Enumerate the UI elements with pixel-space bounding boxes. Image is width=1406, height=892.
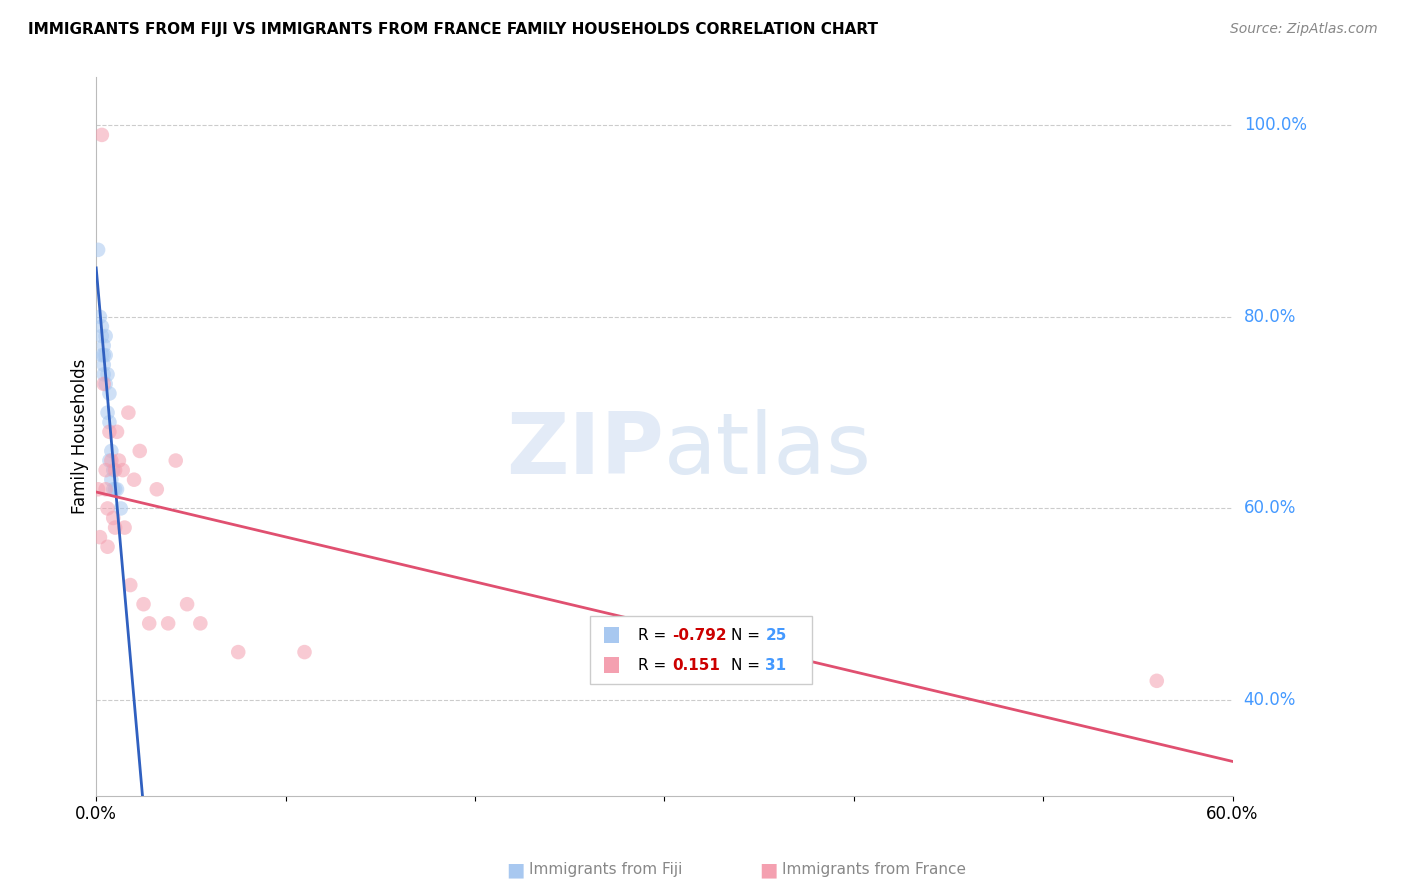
Point bbox=[294, 645, 316, 659]
Point bbox=[100, 444, 122, 458]
Text: Immigrants from France: Immigrants from France bbox=[782, 863, 966, 877]
Point bbox=[93, 358, 115, 372]
Point bbox=[103, 483, 125, 497]
Point bbox=[93, 348, 115, 362]
Text: N =: N = bbox=[731, 628, 765, 643]
Point bbox=[90, 128, 112, 142]
Point bbox=[96, 406, 118, 420]
Point bbox=[103, 511, 125, 525]
Point bbox=[104, 463, 127, 477]
Point bbox=[90, 329, 112, 343]
Point bbox=[98, 453, 121, 467]
Point bbox=[103, 463, 125, 477]
Point bbox=[94, 463, 117, 477]
Point bbox=[122, 473, 145, 487]
Point bbox=[98, 425, 121, 439]
Text: 100.0%: 100.0% bbox=[1244, 116, 1306, 135]
Y-axis label: Family Households: Family Households bbox=[72, 359, 89, 515]
Point bbox=[104, 483, 127, 497]
Point bbox=[100, 453, 122, 467]
Point bbox=[94, 376, 117, 391]
Point bbox=[117, 406, 139, 420]
Point bbox=[111, 463, 134, 477]
Text: ■: ■ bbox=[506, 860, 524, 880]
Point bbox=[104, 520, 127, 534]
Point bbox=[176, 597, 198, 611]
Point bbox=[98, 415, 121, 429]
Text: atlas: atlas bbox=[665, 409, 872, 492]
Text: 60.0%: 60.0% bbox=[1244, 500, 1296, 517]
Point bbox=[165, 453, 187, 467]
Point bbox=[128, 444, 150, 458]
Text: IMMIGRANTS FROM FIJI VS IMMIGRANTS FROM FRANCE FAMILY HOUSEHOLDS CORRELATION CHA: IMMIGRANTS FROM FIJI VS IMMIGRANTS FROM … bbox=[28, 22, 879, 37]
Point bbox=[120, 578, 142, 592]
Point bbox=[98, 386, 121, 401]
Point bbox=[138, 865, 160, 880]
Point bbox=[90, 348, 112, 362]
Point bbox=[87, 243, 110, 257]
Point bbox=[108, 453, 131, 467]
FancyBboxPatch shape bbox=[605, 657, 619, 673]
Text: 25: 25 bbox=[765, 628, 787, 643]
Point bbox=[93, 338, 115, 352]
Point bbox=[105, 425, 128, 439]
Point bbox=[146, 483, 169, 497]
Point bbox=[132, 597, 155, 611]
FancyBboxPatch shape bbox=[605, 627, 619, 643]
Point bbox=[87, 483, 110, 497]
Point bbox=[96, 501, 118, 516]
Point bbox=[1146, 673, 1168, 688]
Point bbox=[105, 483, 128, 497]
Point bbox=[96, 368, 118, 382]
Point bbox=[89, 310, 111, 324]
Text: 40.0%: 40.0% bbox=[1244, 691, 1296, 709]
Text: ■: ■ bbox=[759, 860, 778, 880]
Point bbox=[114, 520, 136, 534]
Point bbox=[93, 368, 115, 382]
FancyBboxPatch shape bbox=[591, 616, 813, 684]
Text: 0.151: 0.151 bbox=[672, 657, 720, 673]
Text: Immigrants from Fiji: Immigrants from Fiji bbox=[529, 863, 682, 877]
Text: R =: R = bbox=[638, 628, 671, 643]
Point bbox=[110, 501, 132, 516]
Point bbox=[226, 645, 249, 659]
Point bbox=[157, 616, 180, 631]
Text: Source: ZipAtlas.com: Source: ZipAtlas.com bbox=[1230, 22, 1378, 37]
Point bbox=[94, 348, 117, 362]
Point bbox=[90, 319, 112, 334]
Point bbox=[138, 616, 160, 631]
Point bbox=[89, 530, 111, 544]
Point bbox=[188, 616, 211, 631]
Text: ZIP: ZIP bbox=[506, 409, 665, 492]
Point bbox=[94, 329, 117, 343]
Text: R =: R = bbox=[638, 657, 671, 673]
Text: 80.0%: 80.0% bbox=[1244, 308, 1296, 326]
Point bbox=[100, 473, 122, 487]
Point bbox=[94, 483, 117, 497]
Point bbox=[96, 540, 118, 554]
Text: N =: N = bbox=[731, 657, 765, 673]
Point bbox=[93, 376, 115, 391]
Text: -0.792: -0.792 bbox=[672, 628, 727, 643]
Text: 31: 31 bbox=[765, 657, 786, 673]
